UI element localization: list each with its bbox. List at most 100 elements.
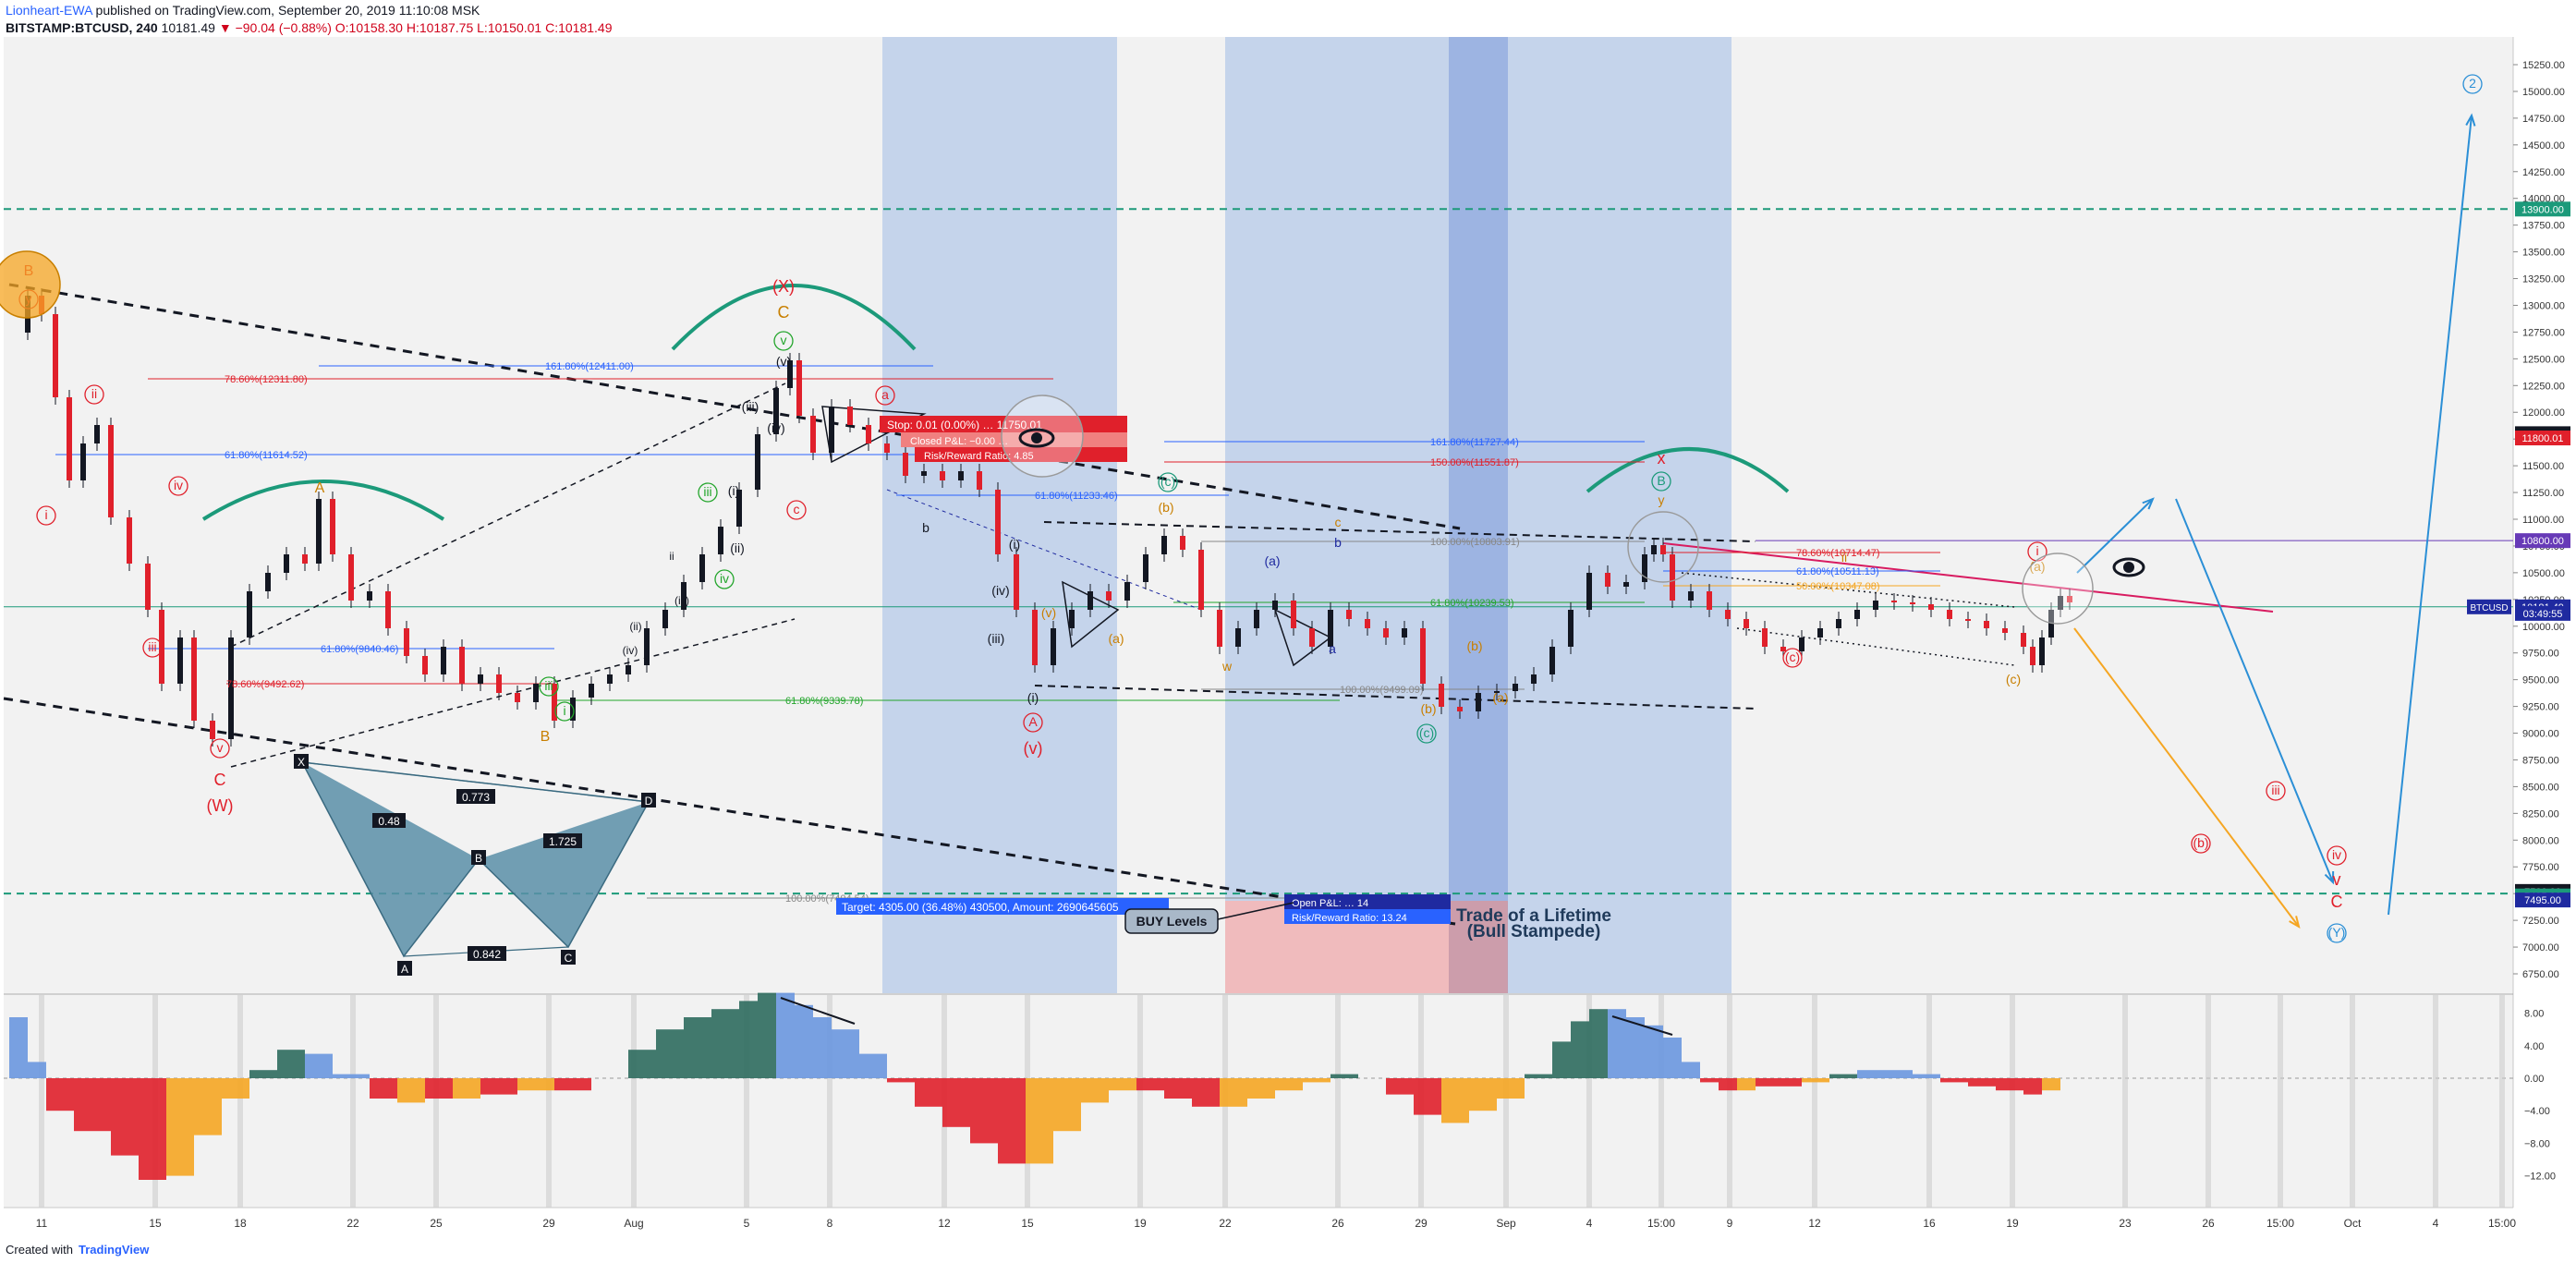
osc-bar: [1469, 1078, 1497, 1111]
target-box[interactable]: [836, 898, 1169, 915]
wave-label: (iii): [988, 631, 1005, 646]
price-axis-bg[interactable]: [2513, 37, 2576, 1208]
harmonic-c-box: [561, 950, 576, 965]
trend-line[interactable]: [1034, 685, 1756, 710]
candle-body: [644, 628, 650, 665]
osc-bar: [222, 1078, 249, 1099]
wave-label: C: [778, 303, 790, 322]
candle-body: [1088, 591, 1093, 610]
projection-arrow[interactable]: [2175, 498, 2334, 883]
arc-curve[interactable]: [1586, 447, 1790, 493]
candle-body: [1198, 550, 1204, 610]
tradingview-logo[interactable]: TradingView: [78, 1242, 150, 1257]
author-link[interactable]: Lionheart-EWA: [6, 3, 92, 18]
price-tick-label: 13500.00: [2522, 248, 2565, 259]
fib-label: 61.80%(10239.53): [1430, 598, 1514, 609]
zone-blue-dark: [1449, 37, 1508, 993]
candle-body: [330, 499, 335, 554]
arrow-head: [2142, 497, 2155, 510]
candle-body: [1143, 554, 1148, 582]
ratio-box-1: [372, 813, 406, 828]
oscillator-pane[interactable]: [4, 995, 2513, 1208]
wave-circle: [554, 701, 575, 722]
wave-label: (c): [2006, 672, 2021, 686]
candle-body: [1346, 610, 1352, 619]
price-tick-label: 9000.00: [2522, 729, 2559, 740]
candle-body: [921, 471, 927, 476]
fib-label: 150.00%(11551.87): [1430, 457, 1519, 468]
trend-line[interactable]: [8, 283, 1461, 530]
candle-body: [884, 443, 890, 453]
time-tick-label: 22: [346, 1217, 359, 1230]
wave-circle: [2327, 923, 2347, 943]
time-tick-label: 5: [744, 1217, 750, 1230]
harmonic-d-box: [641, 793, 656, 808]
projection-arrow[interactable]: [2388, 115, 2473, 916]
wave-circle: [1782, 648, 1803, 668]
buy-levels-box[interactable]: [1124, 908, 1219, 934]
projection-arrow[interactable]: [2076, 498, 2154, 574]
wave-label: ii: [669, 550, 674, 563]
long-position-tool[interactable]: Target: 4305.00 (36.48%) 430500, Amount:…: [836, 894, 1451, 924]
osc-bar: [758, 992, 776, 1078]
osc-bar: [1247, 1078, 1275, 1099]
trend-line[interactable]: [1736, 627, 2015, 666]
wave-label: 2: [2469, 76, 2476, 91]
osc-bar: [1053, 1078, 1081, 1132]
labels-layer: 78.60%(12311.80) 61.80%(11614.52) 161.80%(…: [18, 74, 2483, 943]
wave-label: ii: [91, 386, 97, 401]
price-tick-label: 12250.00: [2522, 381, 2565, 392]
wave-circle: [210, 738, 230, 759]
chart-area[interactable]: 78.60%(12311.80) 61.80%(11614.52) 161.80%(…: [0, 37, 2576, 1257]
osc-bar: [517, 1078, 554, 1091]
trend-line[interactable]: [1662, 542, 2274, 613]
candle-body: [53, 314, 58, 397]
chart-header: Lionheart-EWA published on TradingView.c…: [6, 2, 2565, 39]
candle-body: [1106, 591, 1112, 601]
trend-line[interactable]: [1043, 521, 1756, 542]
time-tick-label: Sep: [1496, 1217, 1516, 1230]
candle-body: [1513, 684, 1518, 691]
price-chart-svg[interactable]: 78.60%(12311.80) 61.80%(11614.52) 161.80%(…: [0, 37, 2576, 1238]
wave-label: (iv): [623, 644, 638, 657]
wave-label: iv: [174, 478, 183, 492]
candle-body: [108, 425, 114, 517]
osc-bar: [1885, 1070, 1913, 1078]
price-tick-label: 9750.00: [2522, 649, 2559, 660]
wave-label: (a): [1264, 553, 1280, 568]
wave-label: (i): [1027, 690, 1039, 705]
projection-arrow[interactable]: [2073, 627, 2300, 928]
candle-body: [1799, 638, 1804, 651]
candle-body: [441, 647, 446, 674]
wave-label: c: [1335, 515, 1342, 529]
fib-label: 61.80%(9840.46): [321, 644, 398, 655]
osc-bar: [28, 1062, 46, 1078]
trend-line[interactable]: [3, 697, 1456, 926]
wave-circle: [1651, 471, 1671, 492]
arc-curve[interactable]: [671, 284, 917, 351]
price-badge: 11800.01: [2521, 433, 2563, 444]
price-tick-label: 8000.00: [2522, 835, 2559, 846]
price-tick-label: 13000.00: [2522, 300, 2565, 311]
candle-body: [1457, 707, 1463, 711]
pattern-triangle[interactable]: [821, 406, 927, 464]
candle-body: [773, 388, 779, 434]
wave-label: (ii): [629, 620, 641, 633]
wave-circle: [714, 569, 735, 589]
fib-label: 50.00%(10347.08): [1796, 581, 1880, 592]
price-tick-label: 7750.00: [2522, 862, 2559, 873]
harmonic-ratio-4: 0.842: [473, 948, 501, 961]
time-tick-label: 4: [2433, 1217, 2439, 1230]
fib-label: 61.80%(10511.13): [1796, 566, 1879, 577]
price-tick-label: 14750.00: [2522, 114, 2565, 125]
wave-label: (b): [1158, 500, 1173, 515]
arc-curve[interactable]: [201, 480, 445, 521]
highlight-circle-b: [0, 250, 61, 319]
wave-circle: [773, 331, 794, 351]
buy-levels-callout[interactable]: BUY Levels: [1124, 902, 1294, 934]
osc-tick-label: 8.00: [2524, 1009, 2544, 1020]
trend-line[interactable]: [230, 383, 786, 648]
trend-line[interactable]: [1681, 572, 2015, 608]
candle-body: [2067, 596, 2072, 602]
candle-body: [1605, 573, 1610, 587]
